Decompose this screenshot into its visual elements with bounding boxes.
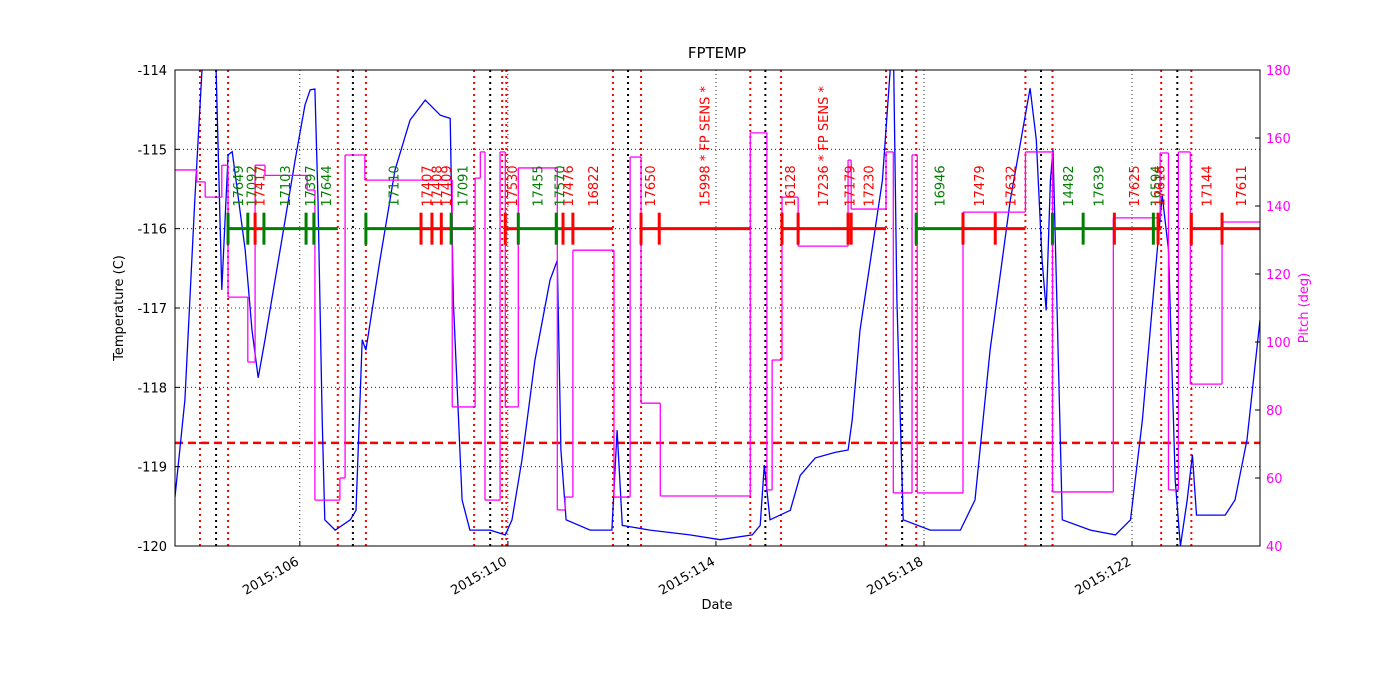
temperature-line bbox=[175, 70, 1260, 546]
obs-label: 17408 bbox=[431, 165, 446, 206]
obs-label: 17650 bbox=[644, 165, 659, 206]
obs-label: 15998 * FP SENS * bbox=[699, 86, 714, 207]
obs-label: 17397 bbox=[304, 165, 319, 206]
y2-axis-label: Pitch (deg) bbox=[1297, 273, 1312, 343]
obs-label: 17091 bbox=[457, 165, 472, 206]
plot-frame bbox=[174, 69, 1261, 547]
y2-tick-label: 40 bbox=[1266, 540, 1283, 555]
y-tick-label: -118 bbox=[137, 381, 167, 396]
obs-label: 17616 bbox=[1154, 165, 1169, 206]
y-tick-label: -116 bbox=[137, 223, 167, 238]
obs-label: 17632 bbox=[1004, 165, 1019, 206]
x-axis-label: Date bbox=[701, 598, 732, 613]
obs-label: 17092 bbox=[245, 165, 260, 206]
obs-label: 17476 bbox=[562, 165, 577, 206]
obs-label: 16822 bbox=[587, 165, 602, 206]
y2-tick-label: 160 bbox=[1266, 132, 1291, 147]
plot-area bbox=[175, 70, 1260, 546]
obs-label: 17625 bbox=[1128, 165, 1143, 206]
obs-label: 17236 * FP SENS * bbox=[817, 86, 832, 207]
y-axis-label: Temperature (C) bbox=[112, 255, 127, 362]
obs-label: 17570 bbox=[554, 165, 569, 206]
obs-label: 17110 bbox=[387, 165, 402, 206]
y2-tick-label: 120 bbox=[1266, 268, 1291, 283]
obs-label: 17144 bbox=[1201, 165, 1216, 206]
obs-label: 17530 bbox=[506, 165, 521, 206]
obs-label: 16946 bbox=[934, 165, 949, 206]
y2-tick-label: 80 bbox=[1266, 404, 1283, 419]
y-tick-label: -119 bbox=[137, 461, 167, 476]
y2-tick-label: 140 bbox=[1266, 200, 1291, 215]
y2-tick-label: 60 bbox=[1266, 472, 1283, 487]
y2-tick-label: 100 bbox=[1266, 336, 1291, 351]
chart-title: FPTEMP bbox=[688, 44, 746, 62]
obs-label: 16594 bbox=[1150, 165, 1165, 206]
obs-label: 17179 bbox=[844, 165, 859, 206]
obs-label: 17639 bbox=[1093, 165, 1108, 206]
obs-label: 17417 bbox=[254, 165, 269, 206]
y-tick-label: -114 bbox=[137, 64, 167, 79]
y-tick-label: -120 bbox=[137, 540, 167, 555]
obs-label: 17230 bbox=[863, 165, 878, 206]
obs-label: 17455 bbox=[531, 165, 546, 206]
obs-label: 17407 bbox=[420, 165, 435, 206]
obs-label: 16128 bbox=[784, 165, 799, 206]
y-tick-label: -117 bbox=[137, 302, 167, 317]
y-tick-label: -115 bbox=[137, 143, 167, 158]
obs-label: 17611 bbox=[1235, 165, 1250, 206]
obs-label: 17479 bbox=[973, 165, 988, 206]
y2-tick-label: 180 bbox=[1266, 64, 1291, 79]
obs-label: 17409 bbox=[440, 165, 455, 206]
obs-label: 14482 bbox=[1062, 165, 1077, 206]
obs-label: 17103 bbox=[279, 165, 294, 206]
obs-label: 17649 bbox=[232, 165, 247, 206]
obs-label: 17644 bbox=[320, 165, 335, 206]
